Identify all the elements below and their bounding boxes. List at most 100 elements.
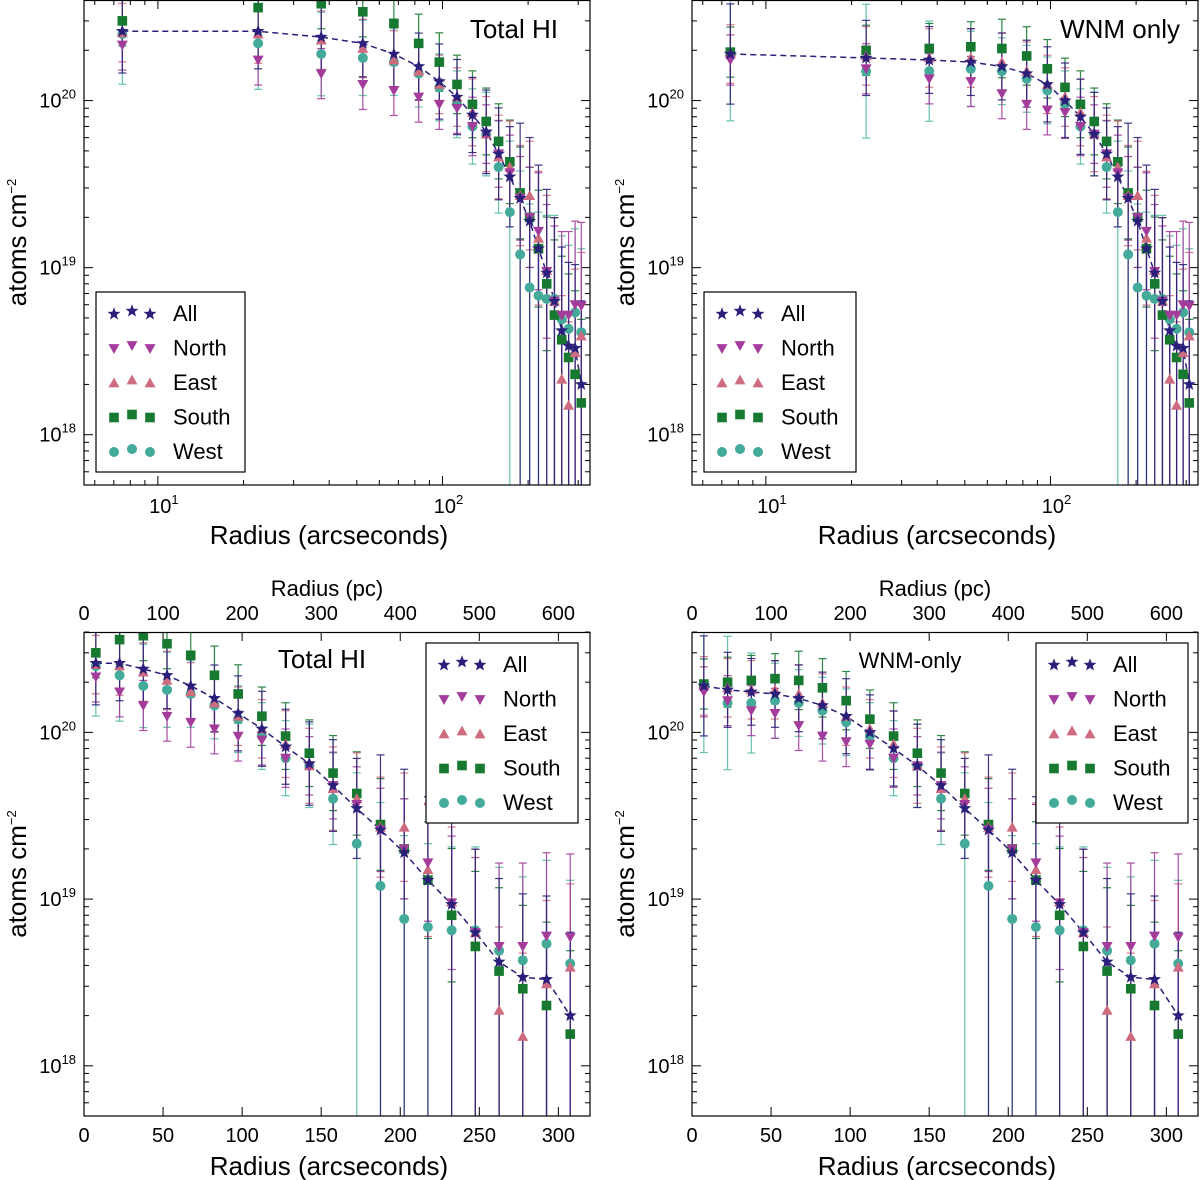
point-all (1121, 191, 1135, 204)
tick-exponent: 19 (62, 254, 76, 269)
top-x-tick-label: 0 (686, 603, 697, 625)
point-west (316, 49, 327, 60)
y-tick-label: 1019 (39, 254, 76, 280)
point-all (1182, 377, 1196, 390)
point-south (793, 675, 804, 686)
point-south (556, 334, 567, 345)
tick-exponent: 19 (670, 885, 684, 900)
legend-marker-west (735, 444, 745, 454)
point-west (959, 838, 970, 849)
point-all (1148, 972, 1161, 985)
point-south (722, 677, 733, 687)
point-all (1087, 127, 1101, 140)
point-south (452, 79, 462, 90)
legend-marker-all (143, 307, 157, 320)
tick-exponent: 18 (62, 1052, 76, 1067)
point-south (1178, 369, 1188, 380)
tick-base: 10 (39, 722, 61, 744)
point-south (770, 673, 780, 684)
point-south (1102, 966, 1112, 976)
legend-label-west: West (173, 439, 223, 464)
point-north (252, 55, 264, 66)
point-east (1140, 232, 1152, 243)
point-south (1125, 983, 1136, 994)
panel-title: WNM only (1060, 14, 1180, 44)
legend: All North East South West (95, 291, 246, 473)
point-all (326, 778, 340, 792)
legend-marker-east (456, 725, 468, 736)
legend-marker-north (1048, 695, 1060, 705)
point-all (721, 683, 735, 696)
point-all (1140, 241, 1153, 255)
legend-marker-all (455, 655, 469, 668)
point-south (1101, 136, 1112, 147)
legend-label-all: All (503, 652, 527, 677)
point-north (493, 942, 505, 952)
point-all (887, 741, 901, 755)
axis-ticks (83, 631, 590, 1117)
point-west (1141, 290, 1152, 301)
x-tick-label: 50 (760, 1125, 782, 1147)
legend: All North East South West (703, 291, 857, 473)
point-all (964, 55, 978, 68)
point-west (504, 207, 515, 218)
x-tick-label: 0 (686, 1125, 697, 1147)
legend-marker-all (1065, 655, 1079, 668)
legend-marker-north (108, 344, 120, 354)
top-x-tick-label: 500 (463, 603, 496, 625)
axes-frame (83, 0, 591, 486)
tick-base: 10 (647, 889, 669, 911)
axis-ticks (691, 631, 1198, 1117)
legend-box (95, 291, 246, 473)
point-east (413, 65, 425, 76)
point-all (492, 955, 506, 968)
point-east (569, 347, 581, 358)
series-west (117, 29, 587, 338)
point-all (792, 691, 806, 704)
point-north (90, 672, 102, 683)
point-west (375, 880, 386, 891)
legend-marker-north (126, 341, 138, 351)
point-south (1060, 82, 1070, 93)
legend-marker-west (717, 447, 727, 457)
point-all (1020, 66, 1034, 80)
legend-marker-north (716, 344, 728, 354)
point-west (114, 670, 125, 681)
legend-marker-east (752, 377, 764, 388)
top-x-tick-label: 300 (913, 603, 946, 625)
tick-base: 10 (647, 258, 669, 280)
tick-base: 10 (1042, 496, 1064, 518)
y-tick-label: 1018 (647, 1052, 684, 1078)
point-all (1100, 147, 1114, 160)
point-south (1089, 116, 1100, 127)
point-north (451, 103, 463, 114)
point-all (1111, 169, 1125, 183)
point-south (1173, 1029, 1184, 1039)
point-west (570, 307, 581, 318)
point-all (910, 759, 924, 772)
point-west (253, 38, 264, 49)
series-all (697, 679, 1185, 1022)
point-west (493, 162, 504, 173)
legend-marker-north (1084, 695, 1096, 705)
point-east (532, 232, 544, 243)
point-north (1030, 858, 1042, 869)
point-south (841, 695, 851, 706)
legend-marker-all (107, 307, 121, 320)
point-all (1100, 955, 1114, 968)
legend-marker-all (715, 307, 729, 320)
point-south (114, 634, 125, 645)
point-all (387, 47, 401, 60)
legend-marker-west (109, 447, 119, 457)
y-axis-title-superscript: −2 (612, 810, 627, 825)
point-all (450, 90, 464, 103)
legend-marker-west (457, 795, 467, 805)
point-all (958, 801, 972, 814)
legend-marker-west (753, 447, 763, 457)
point-west (517, 955, 528, 966)
point-all (432, 74, 446, 88)
point-south (280, 731, 291, 741)
point-north (541, 931, 553, 942)
point-east (1172, 961, 1184, 972)
